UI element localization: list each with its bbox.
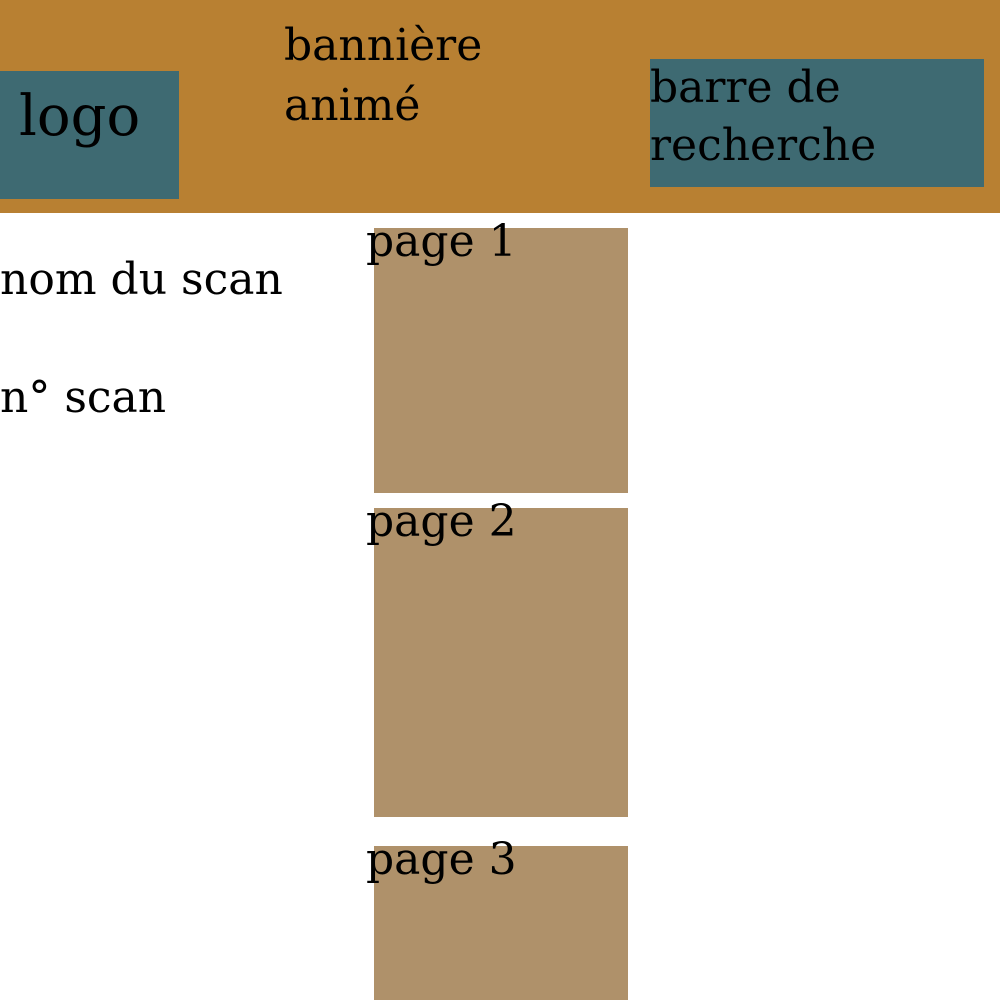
search-bar-label-line-2: recherche [650,120,877,171]
page-label-1[interactable]: page 1 [366,216,517,267]
logo-label: logo [19,84,141,149]
page-thumbnail-1[interactable] [374,228,628,493]
search-bar-label: barre de recherche [650,59,876,175]
page-thumbnail-3[interactable] [374,846,628,1000]
scan-name: nom du scan [0,254,283,305]
scan-number: n° scan [0,372,167,423]
header-bar: logo bannière animé barre de recherche [0,0,1000,213]
banner-line-1: bannière [284,20,483,71]
logo[interactable]: logo [0,71,179,199]
banner-line-2: animé [284,80,421,131]
page-label-3[interactable]: page 3 [366,834,517,885]
page-label-2[interactable]: page 2 [366,496,517,547]
search-bar-label-line-1: barre de [650,62,841,113]
page-thumbnail-2[interactable] [374,508,628,817]
search-bar[interactable]: barre de recherche [650,59,984,187]
animated-banner: bannière animé [284,16,482,136]
